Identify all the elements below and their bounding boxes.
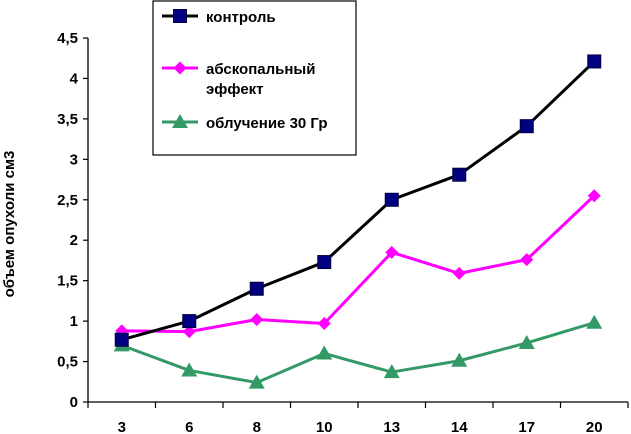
data-point	[316, 345, 333, 360]
legend-marker	[173, 9, 187, 23]
series-3	[113, 314, 603, 389]
y-tick-label: 1	[70, 313, 78, 330]
data-point	[317, 317, 331, 331]
legend-entry: абскопальный эффект	[162, 61, 315, 98]
y-tick-label: 2	[70, 232, 78, 249]
legend: контроль абскопальный эффект облучение 30 Г…	[152, 0, 357, 156]
data-point	[181, 362, 198, 377]
legend-label: эффект	[206, 81, 264, 98]
legend-marker	[172, 114, 188, 128]
legend-box	[152, 0, 357, 156]
data-point	[182, 314, 197, 329]
data-point	[248, 374, 265, 389]
data-point	[518, 334, 535, 349]
series-1	[114, 54, 602, 347]
y-tick-label: 1,5	[57, 273, 78, 290]
data-point	[519, 119, 534, 134]
x-tick-label: 20	[586, 419, 603, 434]
x-tick-label: 3	[118, 419, 126, 434]
data-point	[385, 245, 399, 259]
data-point	[586, 314, 603, 329]
y-axis-label: объем опухоли см3	[1, 151, 18, 298]
series-line	[121, 321, 595, 385]
data-point	[383, 364, 400, 379]
series-2	[115, 189, 601, 339]
y-tick-label: 0,5	[57, 354, 78, 371]
data-point	[452, 266, 466, 280]
x-tick-label: 14	[451, 419, 468, 434]
data-point	[587, 54, 602, 69]
data-point	[250, 312, 264, 326]
data-point	[114, 332, 129, 347]
data-point	[384, 192, 399, 207]
data-point	[451, 352, 468, 367]
data-point	[249, 281, 264, 296]
axes: 0 0,5 1 1,5 2 2,5 3 3,5 4 4,5 3 6 8 10 13 14 17 20	[57, 30, 629, 434]
x-tick-label: 13	[383, 419, 400, 434]
x-tick-label: 10	[316, 419, 333, 434]
x-tick-label: 8	[253, 419, 261, 434]
y-tick-label: 2,5	[57, 192, 78, 209]
y-tick-label: 4,5	[57, 30, 78, 47]
series-line	[121, 194, 596, 334]
data-point	[587, 189, 601, 203]
legend-entry: облучение 30 Гр	[162, 114, 328, 132]
data-point	[182, 325, 196, 339]
y-tick-label: 3,5	[57, 111, 78, 128]
x-tick-label: 17	[518, 419, 535, 434]
data-point	[452, 167, 467, 182]
legend-label: абскопальный	[206, 61, 315, 78]
legend-marker	[173, 61, 187, 75]
y-tick-label: 4	[70, 70, 79, 87]
x-tick-label: 6	[185, 419, 193, 434]
data-point	[317, 255, 332, 270]
legend-label: облучение 30 Гр	[206, 115, 328, 132]
legend-entry: контроль	[162, 9, 276, 26]
legend-label: контроль	[206, 9, 276, 26]
series-line	[121, 60, 596, 342]
series-layer	[113, 54, 603, 389]
y-tick-label: 0	[70, 394, 78, 411]
y-tick-label: 3	[70, 151, 78, 168]
data-point	[520, 253, 534, 267]
